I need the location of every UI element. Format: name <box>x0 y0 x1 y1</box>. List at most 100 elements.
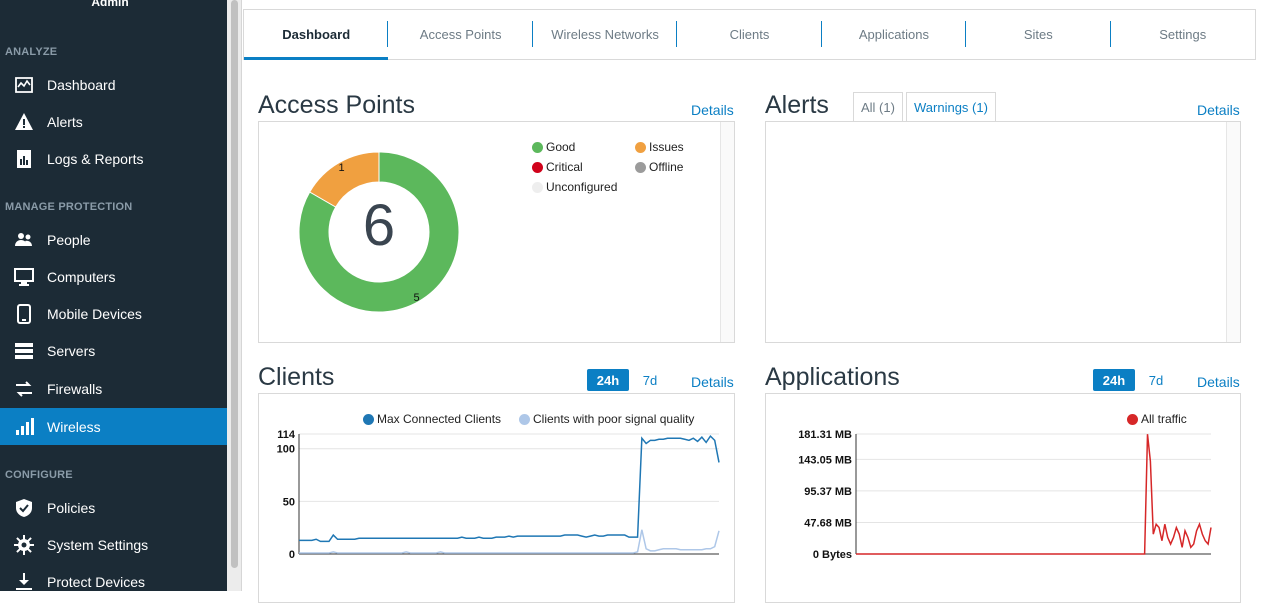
top-border <box>243 9 1256 10</box>
donut-center-total: 6 <box>363 193 395 258</box>
clients-series-line-2 <box>299 529 720 554</box>
legend-label: All traffic <box>1141 412 1187 426</box>
reports-icon <box>13 149 35 169</box>
clients-panel: Max Connected Clients Clients with poor … <box>258 393 735 603</box>
alerts-tab-warnings[interactable]: Warnings (1) <box>906 92 996 122</box>
legend-label: Critical <box>546 160 583 174</box>
dashboard-icon <box>13 75 35 95</box>
tab-access-points[interactable]: Access Points <box>388 10 533 59</box>
people-icon <box>13 230 35 250</box>
legend-unconfigured: Unconfigured <box>532 180 617 194</box>
sidebar-item-label: People <box>47 231 91 248</box>
sidebar-item-label: Wireless <box>47 418 101 435</box>
apps-y-tick-label: 95.37 MB <box>804 486 852 498</box>
sidebar-item-protect-devices[interactable]: Protect Devices <box>0 563 227 600</box>
sidebar-item-firewalls[interactable]: Firewalls <box>0 370 227 407</box>
applications-range-7d-button[interactable]: 7d <box>1148 372 1164 388</box>
sidebar-item-people[interactable]: People <box>0 221 227 258</box>
access-points-panel-scrollbar[interactable] <box>720 122 734 342</box>
sidebar-item-servers[interactable]: Servers <box>0 332 227 369</box>
legend-label: Clients with poor signal quality <box>533 412 695 426</box>
legend-offline: Offline <box>635 160 683 174</box>
tab-bar: Dashboard Access Points Wireless Network… <box>243 10 1256 60</box>
clients-range-24h-button[interactable]: 24h <box>587 369 629 391</box>
sidebar-item-alerts[interactable]: Alerts <box>0 103 227 140</box>
server-icon <box>13 341 35 361</box>
donut-slice-label: 1 <box>338 162 344 174</box>
tab-separator <box>1109 21 1111 47</box>
applications-details-link[interactable]: Details <box>1197 374 1240 390</box>
access-points-panel: 5 1 6 Good Issues Critical Offline Unconfi… <box>258 121 735 343</box>
apps-y-tick-label: 181.31 MB <box>798 429 852 441</box>
tab-label: Settings <box>1159 27 1207 42</box>
legend-offline-swatch <box>635 161 646 173</box>
sidebar-item-label: System Settings <box>47 536 149 553</box>
tab-clients[interactable]: Clients <box>677 10 822 59</box>
apps-y-tick-label: 0 Bytes <box>813 549 852 561</box>
legend-issues: Issues <box>635 140 684 154</box>
sidebar-item-logs-reports[interactable]: Logs & Reports <box>0 140 227 177</box>
legend-swatch <box>363 413 374 425</box>
apps-y-tick-label: 47.68 MB <box>804 517 852 529</box>
tab-label: Applications <box>858 27 929 42</box>
sidebar-item-label: Computers <box>47 268 116 285</box>
sidebar-item-computers[interactable]: Computers <box>0 258 227 295</box>
main-content: Dashboard Access Points Wireless Network… <box>243 0 1264 603</box>
sidebar-section-configure: CONFIGURE <box>5 469 73 481</box>
legend-swatch <box>519 413 530 425</box>
alerts-panel-scrollbar[interactable] <box>1226 122 1240 342</box>
sidebar-section-manage-protection: MANAGE PROTECTION <box>5 201 133 213</box>
legend-critical: Critical <box>532 160 583 174</box>
access-points-details-link[interactable]: Details <box>691 102 734 118</box>
legend-good: Good <box>532 140 575 154</box>
tab-settings[interactable]: Settings <box>1111 10 1255 59</box>
sidebar-item-dashboard[interactable]: Dashboard <box>0 66 227 103</box>
legend-label: Unconfigured <box>546 180 618 194</box>
alerts-details-link[interactable]: Details <box>1197 102 1240 118</box>
access-points-donut-chart: 5 1 6 <box>298 151 460 313</box>
clients-y-tick-label: 114 <box>277 429 296 441</box>
sidebar-scrollbar-thumb[interactable] <box>231 0 238 568</box>
admin-username[interactable]: Admin <box>91 0 129 9</box>
sidebar-item-system-settings[interactable]: System Settings <box>0 526 227 563</box>
sidebar-item-label: Logs & Reports <box>47 150 144 167</box>
sidebar-item-label: Firewalls <box>47 380 103 397</box>
sidebar-item-label: Policies <box>47 499 96 516</box>
tab-dashboard[interactable]: Dashboard <box>244 10 389 60</box>
monitor-icon <box>13 267 35 287</box>
clients-details-link[interactable]: Details <box>691 374 734 390</box>
sidebar-item-label: Mobile Devices <box>47 305 142 322</box>
legend-label: Offline <box>649 160 684 174</box>
shield-check-icon <box>13 498 35 518</box>
sidebar-item-label: Alerts <box>47 113 83 130</box>
legend-all-traffic: All traffic <box>1127 412 1187 426</box>
tab-label: Clients <box>729 27 770 42</box>
sidebar-item-wireless[interactable]: Wireless <box>0 408 227 445</box>
tab-label: Sites <box>1023 27 1053 42</box>
tab-applications[interactable]: Applications <box>822 10 967 59</box>
apps-series-line-1 <box>856 434 1212 555</box>
tab-separator <box>531 21 533 47</box>
applications-range-24h-button[interactable]: 24h <box>1093 369 1135 391</box>
alert-triangle-icon <box>13 112 35 132</box>
sidebar-item-mobile-devices[interactable]: Mobile Devices <box>0 295 227 332</box>
tab-label: Wireless Networks <box>551 27 659 42</box>
tab-sites[interactable]: Sites <box>966 10 1111 59</box>
alerts-panel <box>765 121 1241 343</box>
legend-label: Issues <box>649 140 684 154</box>
sidebar-item-label: Dashboard <box>47 76 116 93</box>
clients-line-chart: 114 100 50 0 <box>277 429 720 561</box>
gear-icon <box>13 534 35 555</box>
tab-separator <box>965 21 967 47</box>
alerts-title: Alerts <box>765 91 829 119</box>
legend-label: Max Connected Clients <box>377 412 502 426</box>
clients-range-7d-button[interactable]: 7d <box>642 372 658 388</box>
apps-y-tick-label: 143.05 MB <box>798 454 852 466</box>
sidebar-item-policies[interactable]: Policies <box>0 489 227 526</box>
applications-line-chart: 181.31 MB 143.05 MB 95.37 MB 47.68 MB 0 Byte… <box>798 429 1212 561</box>
tab-label: Dashboard <box>282 27 351 42</box>
alerts-tab-all[interactable]: All (1) <box>853 92 903 122</box>
clients-y-tick-label: 50 <box>283 496 295 508</box>
tab-wireless-networks[interactable]: Wireless Networks <box>533 10 678 59</box>
wireless-bars-icon <box>13 417 35 437</box>
